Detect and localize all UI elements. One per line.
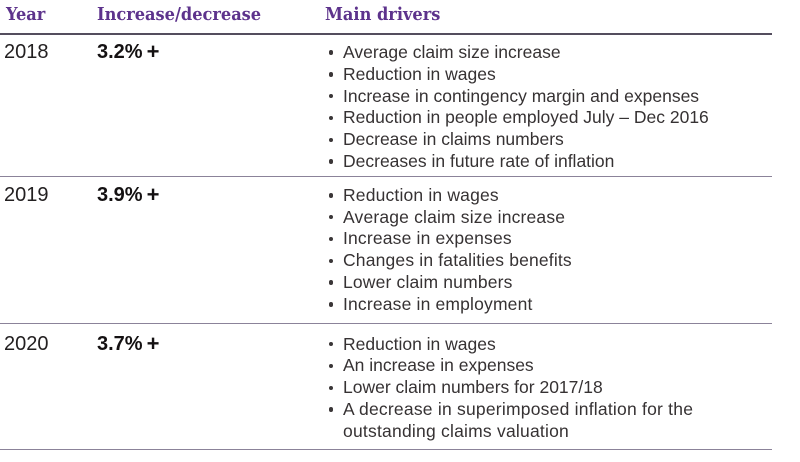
drivers-list: Reduction in wages Average claim size in…: [325, 185, 772, 316]
driver-item: Increase in contingency margin and expen…: [325, 86, 772, 108]
change-percent: 3.7%: [97, 332, 143, 355]
table-row-2018: 2018 3.2% + Average claim size increase R…: [0, 35, 772, 178]
change-value: 3.2% +: [97, 39, 160, 65]
change-percent: 3.9%: [97, 184, 143, 207]
driver-item: Average claim size increase: [325, 207, 772, 229]
driver-item: Changes in fatalities benefits: [325, 250, 772, 272]
table-header-row: Year Increase/decrease Main drivers: [0, 0, 772, 36]
driver-item: Lower claim numbers for 2017/18: [325, 377, 709, 399]
driver-item: Decrease in claims numbers: [325, 129, 772, 151]
drivers-list: Reduction in wages An increase in expens…: [325, 334, 772, 443]
driver-item: A decrease in superimposed inflation for…: [325, 399, 709, 443]
driver-item: Decreases in future rate of inflation: [325, 151, 772, 173]
driver-item: Increase in employment: [325, 294, 772, 316]
driver-item: Lower claim numbers: [325, 272, 772, 294]
driver-item: Increase in expenses: [325, 228, 772, 250]
year-value: 2020: [4, 332, 49, 355]
column-header-increase-decrease: Increase/decrease: [97, 3, 262, 25]
driver-item: Average claim size increase: [325, 42, 772, 64]
table-row-2019: 2019 3.9% + Reduction in wages Average cl…: [0, 177, 772, 324]
column-header-main-drivers: Main drivers: [325, 3, 441, 25]
driver-item: Reduction in wages: [325, 64, 772, 86]
increase-decrease-table: Year Increase/decrease Main drivers 2018…: [0, 0, 772, 451]
drivers-list: Average claim size increase Reduction in…: [325, 42, 772, 173]
change-value: 3.9% +: [97, 182, 160, 208]
column-header-year: Year: [6, 3, 46, 25]
driver-item: Reduction in wages: [325, 185, 772, 207]
driver-item: Reduction in people employed July – Dec …: [325, 107, 772, 129]
driver-item: Reduction in wages: [325, 334, 709, 356]
table-row-2020: 2020 3.7% + Reduction in wages An increas…: [0, 324, 772, 451]
year-value: 2018: [4, 41, 49, 64]
change-value: 3.7% +: [97, 330, 160, 356]
change-percent: 3.2%: [97, 41, 143, 64]
year-value: 2019: [4, 184, 49, 207]
driver-item: An increase in expenses: [325, 355, 709, 377]
